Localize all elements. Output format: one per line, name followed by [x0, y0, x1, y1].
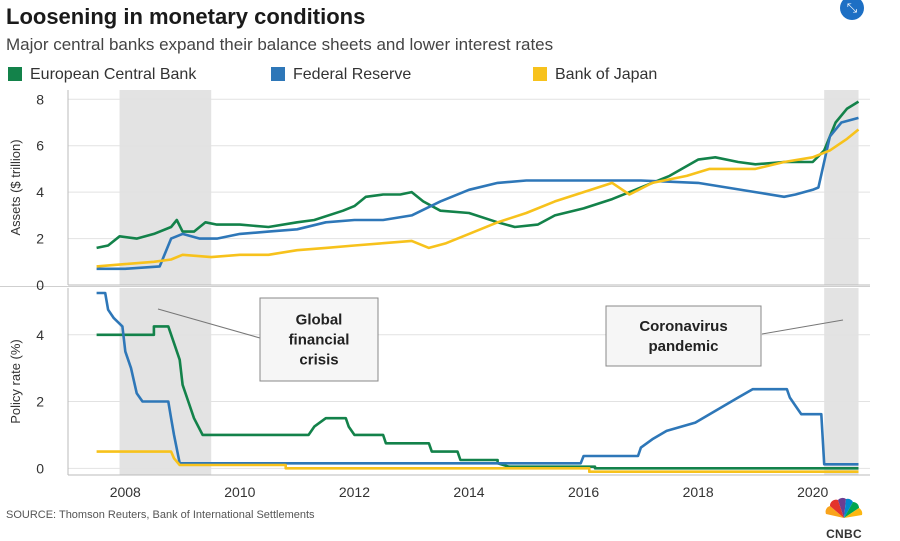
legend-item-boj: Bank of Japan	[533, 66, 657, 84]
annotation-leader-1	[761, 319, 844, 335]
legend-item-ecb: European Central Bank	[8, 66, 196, 84]
x-tick-label-2008: 2008	[110, 484, 141, 500]
y-tick-label-assets-2: 2	[36, 231, 44, 247]
annotation-box-0	[259, 297, 379, 382]
cnbc-logo: CNBC	[812, 496, 876, 541]
x-tick-label-2016: 2016	[568, 484, 599, 500]
legend-label-boj: Bank of Japan	[555, 66, 658, 83]
legend-label-fed: Federal Reserve	[293, 66, 412, 83]
annotation-text-0-2: crisis	[299, 352, 338, 369]
legend-item-fed: Federal Reserve	[271, 66, 411, 84]
chart-subtitle: Major central banks expand their balance…	[6, 35, 554, 54]
y-tick-label-assets-4: 4	[36, 184, 44, 200]
legend-swatch-fed	[271, 67, 285, 81]
y-tick-label-policy-rates-4: 4	[36, 327, 44, 343]
panel-frames	[0, 90, 870, 476]
series-line-policy-rates-ecb	[96, 325, 859, 470]
legend-swatch-boj	[533, 67, 547, 81]
annotation-box-1	[605, 305, 762, 367]
annotation-text-1-0: Coronavirus	[639, 318, 727, 335]
annotations: Global financial crisis Coronavirus pandemic	[157, 297, 844, 382]
shaded-period-policy-rates-1	[824, 288, 859, 475]
y-axis-title-assets: Assets ($ trillion)	[8, 139, 23, 235]
x-tick-label-2014: 2014	[453, 484, 484, 500]
source-note: SOURCE: Thomson Reuters, Bank of Interna…	[6, 509, 315, 521]
annotation-text-1-1: pandemic	[648, 338, 718, 355]
y-tick-label-policy-rates-2: 2	[36, 394, 44, 410]
nbc-peacock-icon	[825, 497, 863, 518]
shaded-periods	[119, 90, 859, 475]
series-line-policy-rates-fed	[96, 291, 859, 466]
series-line-assets-fed	[96, 116, 859, 271]
y-tick-label-assets-0: 0	[36, 277, 44, 293]
x-tick-label-2020: 2020	[797, 484, 828, 500]
y-tick-label-policy-rates-0: 0	[36, 460, 44, 476]
logo-text: CNBC	[826, 527, 862, 541]
x-tick-label-2018: 2018	[683, 484, 714, 500]
expand-arrows-icon: ⤡	[846, 0, 858, 15]
series-line-assets-ecb	[96, 100, 860, 250]
y-tick-label-assets-8: 8	[36, 91, 44, 107]
series-line-policy-rates-boj	[96, 450, 859, 473]
tick-labels: 0 2 4 6 8 Assets ($ trillion) 0 2 4 Policy rate (…	[8, 91, 828, 500]
x-tick-label-2010: 2010	[224, 484, 255, 500]
legend-label-ecb: European Central Bank	[30, 66, 197, 83]
y-axis-title-policy-rates: Policy rate (%)	[8, 339, 23, 424]
legend-swatch-ecb	[8, 67, 22, 81]
chart-title: Loosening in monetary conditions	[6, 4, 366, 29]
y-tick-label-assets-6: 6	[36, 138, 44, 154]
expand-button[interactable]: ⤡	[840, 0, 864, 20]
series-lines	[96, 100, 860, 473]
annotation-text-0-1: financial	[289, 332, 350, 349]
annotation-leader-0	[157, 308, 261, 339]
annotation-text-0-0: Global	[296, 312, 343, 329]
series-line-assets-boj	[96, 128, 860, 268]
x-tick-label-2012: 2012	[339, 484, 370, 500]
